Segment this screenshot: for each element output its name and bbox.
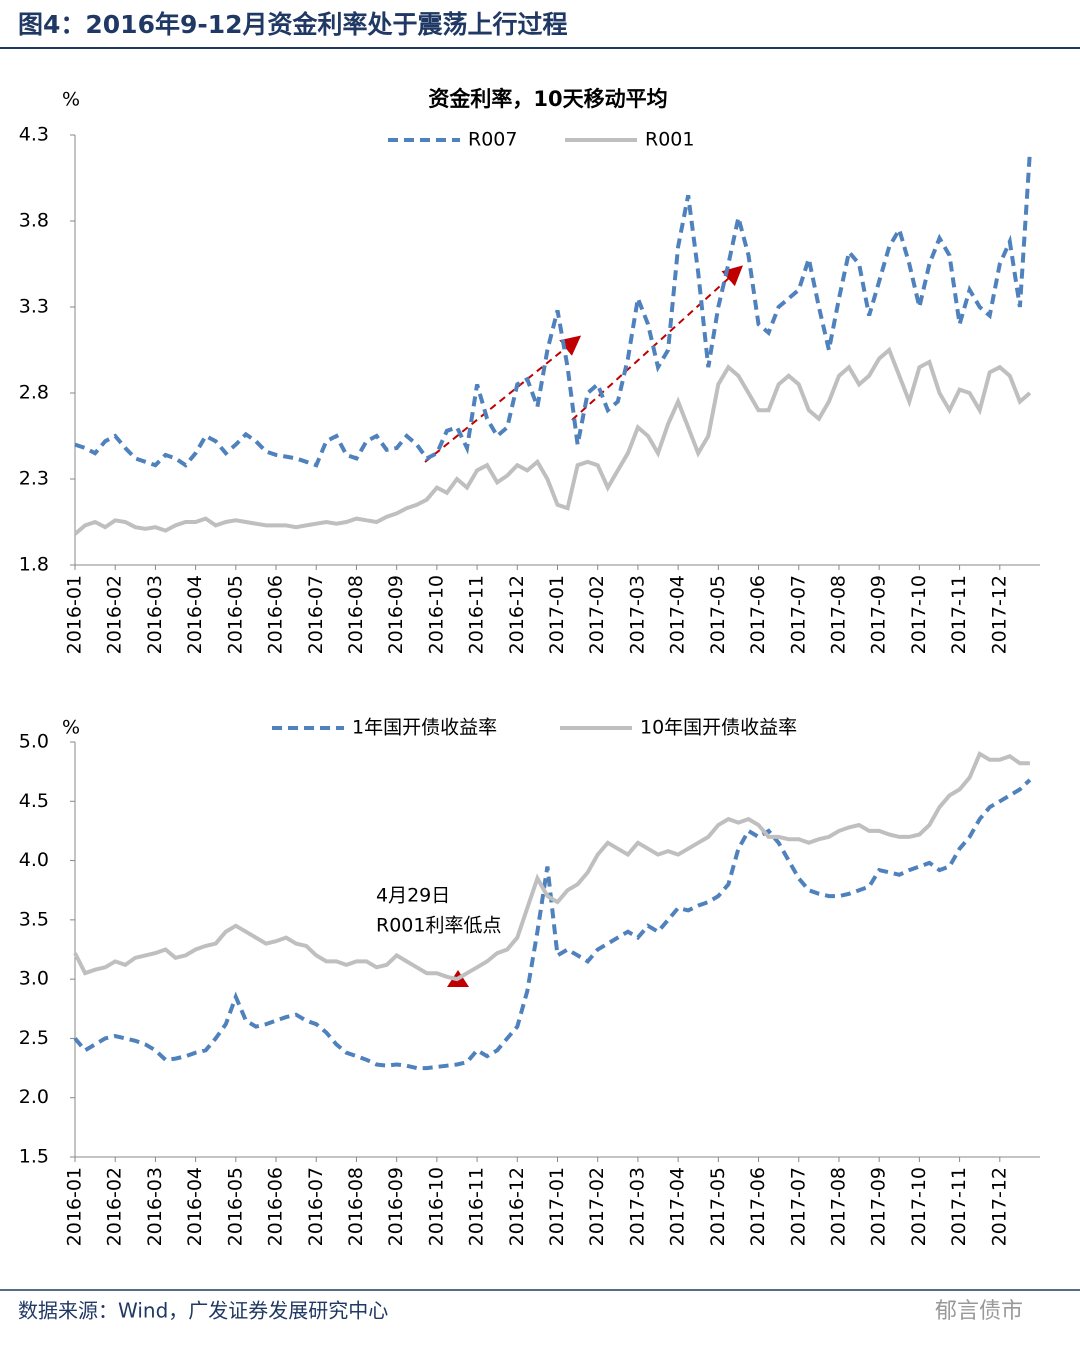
- x-tick-label: 2017-09: [868, 1167, 890, 1246]
- x-tick-label: 2016-11: [466, 575, 488, 654]
- x-tick-label: 2017-06: [747, 575, 769, 654]
- y-tick-label: 3.5: [19, 908, 49, 930]
- y-tick-label: 2.5: [19, 1027, 49, 1049]
- x-tick-label: 2017-03: [626, 575, 648, 654]
- y-tick-label: 4.0: [19, 849, 49, 871]
- series-line: [73, 778, 1032, 1071]
- x-tick-label: 2017-02: [586, 1167, 608, 1246]
- annotation: R001利率低点: [376, 915, 501, 937]
- y-tick-label: 3.0: [19, 968, 49, 990]
- y-unit: %: [62, 89, 80, 111]
- legend-label: R001: [645, 129, 694, 151]
- y-tick-label: 4.5: [19, 790, 49, 812]
- watermark: 郁言债市: [935, 1299, 1023, 1324]
- x-tick-label: 2016-05: [224, 575, 246, 654]
- x-tick-label: 2017-01: [546, 575, 568, 654]
- x-tick-label: 2016-12: [506, 575, 528, 654]
- annotation: 4月29日: [376, 885, 450, 907]
- x-tick-label: 2017-09: [868, 575, 890, 654]
- x-tick-label: 2017-11: [948, 1167, 970, 1246]
- x-tick-label: 2017-07: [787, 575, 809, 654]
- x-tick-label: 2017-04: [667, 575, 689, 654]
- x-tick-label: 2016-08: [345, 575, 367, 654]
- x-tick-label: 2016-10: [425, 575, 447, 654]
- x-tick-label: 2016-08: [345, 1167, 367, 1246]
- x-tick-label: 2016-05: [224, 1167, 246, 1246]
- x-tick-label: 2016-02: [104, 575, 126, 654]
- source: 数据来源：Wind，广发证券发展研究中心: [18, 1299, 388, 1323]
- x-tick-label: 2016-06: [265, 1167, 287, 1246]
- x-tick-label: 2016-04: [184, 1167, 206, 1246]
- x-tick-label: 2016-07: [305, 1167, 327, 1246]
- x-tick-label: 2016-09: [385, 575, 407, 654]
- x-tick-label: 2017-07: [787, 1167, 809, 1246]
- series-line: [73, 346, 1032, 536]
- y-tick-label: 4.3: [19, 124, 49, 146]
- trend-arrow: [424, 335, 582, 463]
- y-tick-label: 5.0: [19, 731, 49, 753]
- x-tick-label: 2016-01: [64, 1167, 86, 1246]
- x-tick-label: 2017-04: [667, 1167, 689, 1246]
- page-title: 图4：2016年9-12月资金利率处于震荡上行过程: [18, 10, 568, 39]
- x-tick-label: 2016-06: [265, 575, 287, 654]
- x-tick-label: 2016-09: [385, 1167, 407, 1246]
- x-tick-label: 2017-05: [707, 1167, 729, 1246]
- x-tick-label: 2016-03: [144, 1167, 166, 1246]
- legend-label: R007: [468, 129, 517, 151]
- y-tick-label: 3.3: [19, 296, 49, 318]
- x-tick-label: 2016-01: [64, 575, 86, 654]
- y-tick-label: 2.8: [19, 382, 49, 404]
- y-tick-label: 1.5: [19, 1146, 49, 1168]
- x-tick-label: 2017-05: [707, 575, 729, 654]
- x-tick-label: 2017-12: [988, 1167, 1010, 1246]
- x-tick-label: 2017-12: [988, 575, 1010, 654]
- x-tick-label: 2017-06: [747, 1167, 769, 1246]
- x-tick-label: 2017-01: [546, 1167, 568, 1246]
- y-unit: %: [62, 717, 80, 739]
- x-tick-label: 2016-04: [184, 575, 206, 654]
- x-tick-label: 2016-11: [466, 1167, 488, 1246]
- x-tick-label: 2017-10: [908, 575, 930, 654]
- x-tick-label: 2017-02: [586, 575, 608, 654]
- series-line: [73, 751, 1030, 982]
- x-tick-label: 2017-08: [827, 575, 849, 654]
- y-tick-label: 3.8: [19, 210, 49, 232]
- y-tick-label: 1.8: [19, 554, 49, 576]
- x-tick-label: 2016-03: [144, 575, 166, 654]
- x-tick-label: 2016-12: [506, 1167, 528, 1246]
- x-tick-label: 2017-11: [948, 575, 970, 654]
- legend-label: 10年国开债收益率: [640, 717, 797, 739]
- series-line: [74, 152, 1032, 468]
- x-tick-label: 2016-07: [305, 575, 327, 654]
- legend-label: 1年国开债收益率: [352, 717, 497, 739]
- y-tick-label: 2.0: [19, 1086, 49, 1108]
- x-tick-label: 2016-10: [425, 1167, 447, 1246]
- chart-title: 资金利率，10天移动平均: [428, 87, 667, 111]
- x-tick-label: 2017-08: [827, 1167, 849, 1246]
- x-tick-label: 2017-10: [908, 1167, 930, 1246]
- x-tick-label: 2017-03: [626, 1167, 648, 1246]
- x-tick-label: 2016-02: [104, 1167, 126, 1246]
- y-tick-label: 2.3: [19, 468, 49, 490]
